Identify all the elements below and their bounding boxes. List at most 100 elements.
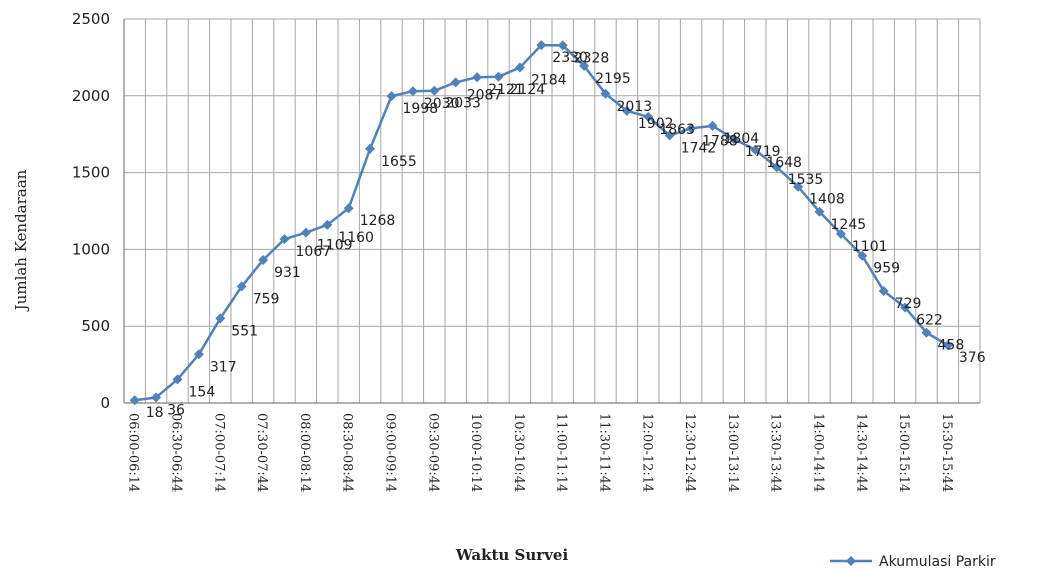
- x-tick-label: 08:00-08:14: [297, 413, 312, 492]
- data-label: 1648: [766, 155, 802, 171]
- data-point: [343, 203, 354, 214]
- data-point: [728, 133, 739, 144]
- x-tick-label: 07:30-07:44: [254, 413, 269, 492]
- data-point: [215, 313, 226, 324]
- x-tick-label: 08:30-08:44: [340, 413, 355, 492]
- x-tick-label: 12:30-12:44: [682, 413, 697, 492]
- data-point: [386, 91, 397, 102]
- data-label: 2121: [488, 82, 524, 98]
- x-axis-label: Waktu Survei: [455, 546, 569, 564]
- data-point: [300, 227, 311, 238]
- data-label: 931: [274, 265, 301, 281]
- data-label: 1719: [745, 144, 781, 160]
- data-point: [129, 395, 140, 406]
- data-point: [429, 85, 440, 96]
- x-tick-label: 06:30-06:44: [169, 413, 184, 492]
- data-point: [172, 374, 183, 385]
- data-point: [151, 392, 162, 403]
- data-point: [621, 105, 632, 116]
- data-label: 1804: [724, 131, 760, 147]
- y-tick-label: 0: [100, 394, 110, 412]
- data-point: [258, 254, 269, 265]
- data-point: [793, 181, 804, 192]
- data-label: 729: [895, 296, 922, 312]
- data-label: 376: [959, 350, 986, 366]
- data-label: 2030: [424, 96, 460, 112]
- data-label: 2195: [595, 71, 631, 87]
- data-label: 36: [167, 402, 185, 418]
- y-axis-label: Jumlah Kendaraan: [12, 169, 30, 312]
- legend-label: Akumulasi Parkir: [879, 554, 996, 569]
- data-label: 1788: [702, 133, 738, 149]
- data-label: 551: [231, 323, 258, 339]
- x-tick-label: 14:30-14:44: [853, 413, 868, 492]
- data-point: [686, 123, 697, 134]
- legend-marker: [846, 556, 856, 566]
- x-tick-label: 14:00-14:14: [811, 413, 826, 492]
- data-label: 2184: [531, 73, 567, 89]
- data-label: 1101: [852, 239, 888, 255]
- data-point: [835, 228, 846, 239]
- y-tick-label: 2500: [72, 10, 110, 28]
- data-point: [900, 302, 911, 313]
- gridlines: [123, 18, 981, 404]
- data-point: [407, 86, 418, 97]
- axes: [123, 19, 980, 404]
- x-tick-label: 13:00-13:14: [725, 413, 740, 492]
- data-label: 1863: [659, 122, 695, 138]
- data-label: 1902: [638, 116, 674, 132]
- x-tick-labels: 06:00-06:14 06:30-06:44 07:00-07:14 07:30-0…: [126, 413, 954, 492]
- data-label: 1742: [681, 140, 717, 156]
- data-point: [878, 286, 889, 297]
- data-point: [814, 206, 825, 217]
- x-tick-label: 15:00-15:14: [896, 413, 911, 492]
- data-label: 1268: [360, 213, 396, 229]
- data-label: 2328: [574, 50, 610, 66]
- x-tick-label: 10:30-10:44: [511, 413, 526, 492]
- data-point: [750, 144, 761, 155]
- data-point: [664, 130, 675, 141]
- data-label: 2013: [617, 99, 653, 115]
- legend: Akumulasi Parkir: [830, 554, 996, 569]
- data-point: [322, 219, 333, 230]
- data-label: 1408: [809, 192, 845, 208]
- data-point: [279, 234, 290, 245]
- x-tick-label: 07:00-07:14: [211, 413, 226, 492]
- y-tick-label: 2000: [72, 87, 110, 105]
- data-point: [921, 327, 932, 338]
- data-label: 2330: [552, 50, 588, 66]
- data-point: [557, 40, 568, 51]
- x-tick-label: 12:00-12:14: [639, 413, 654, 492]
- data-point: [600, 88, 611, 99]
- data-point: [942, 340, 953, 351]
- data-point: [707, 120, 718, 131]
- x-tick-label: 09:30-09:44: [425, 413, 440, 492]
- x-tick-label: 06:00-06:14: [126, 413, 141, 492]
- data-label: 317: [210, 359, 237, 375]
- x-tick-label: 13:30-13:44: [768, 413, 783, 492]
- data-point: [493, 71, 504, 82]
- y-tick-labels: 0 500 1000 1500 2000 2500: [72, 10, 110, 412]
- data-label: 759: [253, 291, 280, 307]
- data-label: 1655: [381, 154, 417, 170]
- data-label: 458: [938, 338, 965, 354]
- series-line: [134, 43, 949, 402]
- data-point: [365, 143, 376, 154]
- data-point: [643, 111, 654, 122]
- x-tick-label: 09:00-09:14: [383, 413, 398, 492]
- data-point: [193, 349, 204, 360]
- x-tick-label: 15:30-15:44: [939, 413, 954, 492]
- data-label: 959: [873, 261, 900, 277]
- y-tick-label: 1500: [72, 164, 110, 182]
- y-tick-label: 500: [81, 317, 110, 335]
- data-label: 2033: [445, 96, 481, 112]
- data-point: [536, 40, 547, 51]
- data-label: 2087: [467, 87, 503, 103]
- data-label: 1160: [338, 230, 374, 246]
- series-akumulasi-parkir: [129, 40, 953, 406]
- data-point: [450, 77, 461, 88]
- data-label: 154: [189, 384, 216, 400]
- data-point: [857, 250, 868, 261]
